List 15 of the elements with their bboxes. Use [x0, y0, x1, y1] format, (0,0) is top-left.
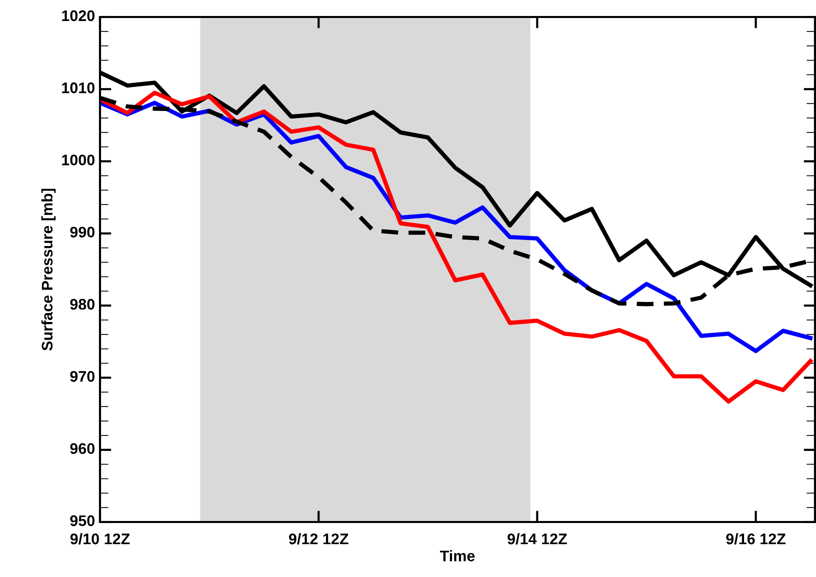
x-tick-label: 9/12 12Z [288, 533, 348, 544]
y-tick-label: 1020 [62, 10, 95, 22]
y-tick-label: 970 [70, 370, 95, 382]
y-tick-label: 1010 [62, 82, 95, 94]
y-tick-label: 990 [70, 226, 95, 238]
y-tick-label: 980 [70, 298, 95, 310]
y-axis-title: Surface Pressure [mb] [41, 188, 56, 351]
y-tick-label: 960 [70, 443, 95, 454]
x-tick-label: 9/16 12Z [726, 533, 786, 544]
x-tick-label: 9/10 12Z [70, 533, 130, 544]
x-tick-label: 9/14 12Z [508, 533, 567, 544]
y-tick-label: 950 [70, 515, 95, 526]
x-axis-title: Time [440, 550, 475, 562]
line-series [100, 90, 813, 404]
y-tick-label: 1000 [62, 154, 95, 166]
